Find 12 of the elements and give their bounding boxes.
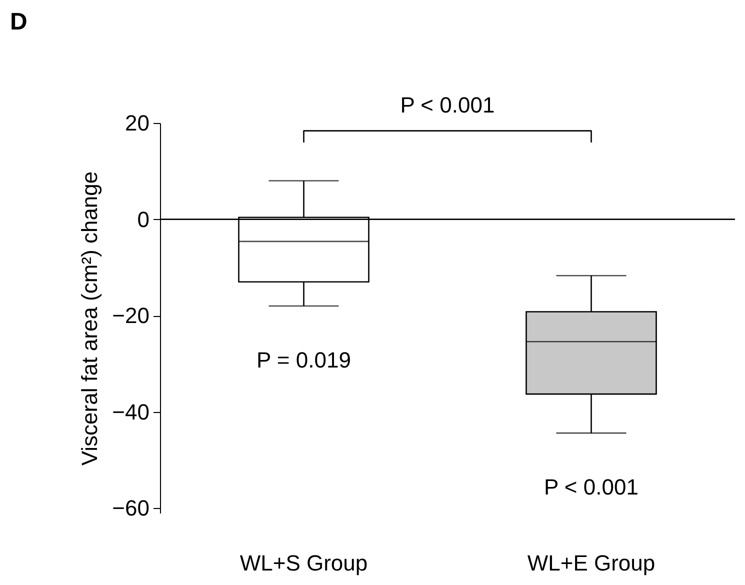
x-tick-label: WL+S Group xyxy=(240,550,368,576)
annotation: P < 0.001 xyxy=(544,474,638,500)
text: P < 0.001 xyxy=(400,92,495,118)
annotation: P = 0.019 xyxy=(256,348,351,373)
y-tick-label: −20 xyxy=(112,303,150,328)
y-tick-label: 0 xyxy=(137,206,150,232)
chart-title: D xyxy=(10,8,28,36)
x-tick-label: WL+E Group xyxy=(527,550,656,576)
y-tick-label: −60 xyxy=(112,496,150,521)
y-tick-label: 20 xyxy=(125,110,150,136)
y-axis-title: Visceral fat area (cm²) change xyxy=(77,171,102,466)
y-tick-label: −40 xyxy=(112,399,150,424)
